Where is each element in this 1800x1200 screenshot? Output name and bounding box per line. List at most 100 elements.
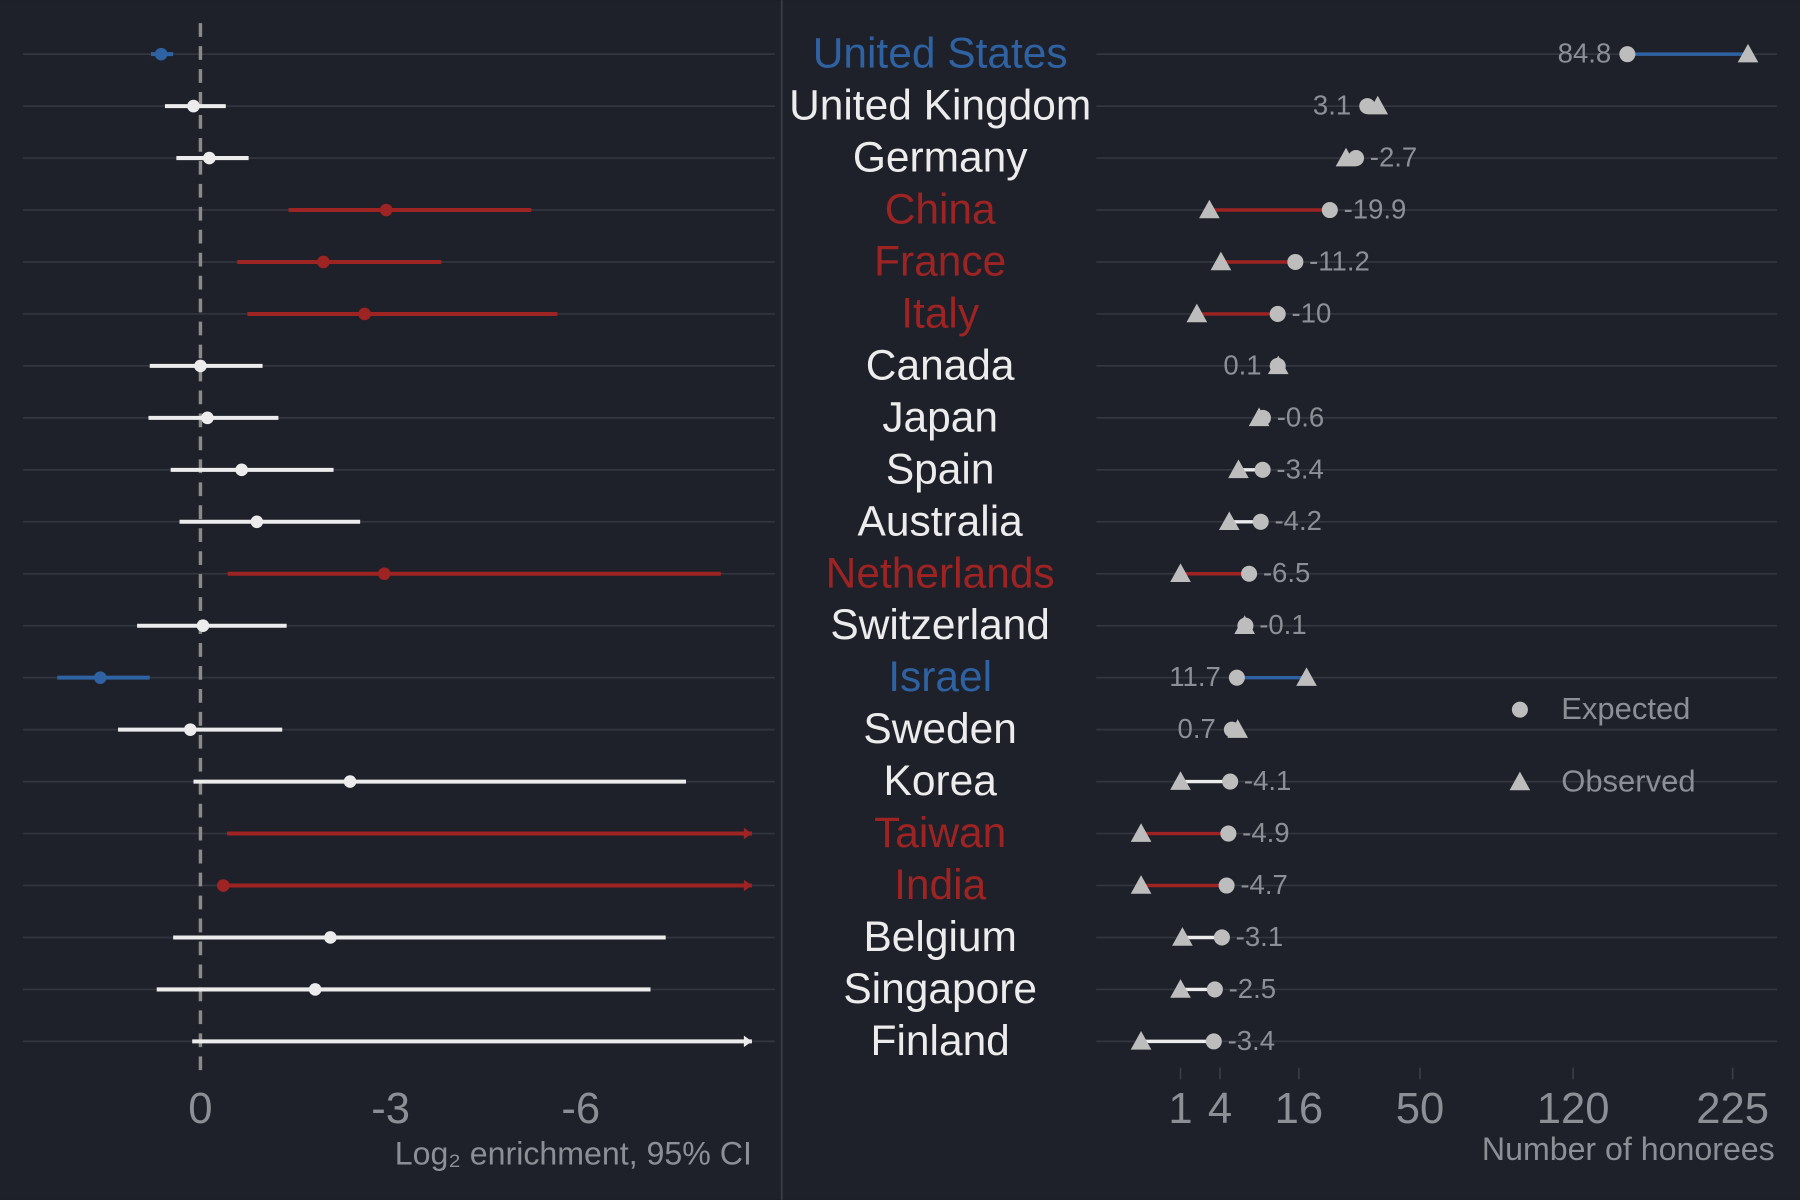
category-label: Sweden (863, 705, 1016, 752)
difference-label: -2.5 (1229, 973, 1276, 1004)
difference-label: -6.5 (1263, 557, 1310, 588)
observed-marker (1170, 563, 1191, 583)
difference-label: 3.1 (1313, 90, 1351, 121)
observed-marker (1130, 823, 1152, 842)
expected-marker (1213, 929, 1230, 946)
expected-marker (1321, 201, 1338, 219)
expected-marker (1269, 357, 1286, 374)
x-tick-label: 16 (1275, 1085, 1324, 1133)
difference-label: -2.7 (1370, 141, 1417, 172)
observed-marker (1218, 511, 1240, 531)
x-tick-label: 0 (188, 1085, 212, 1133)
category-label: Belgium (863, 913, 1016, 960)
observed-marker (1170, 979, 1191, 998)
difference-label: -3.1 (1236, 921, 1283, 952)
expected-marker (1619, 46, 1636, 63)
category-label: Switzerland (830, 601, 1050, 648)
observed-marker (1130, 875, 1152, 894)
observed-marker (1737, 43, 1759, 63)
x-tick-label: 225 (1696, 1085, 1769, 1133)
difference-label: 0.1 (1223, 349, 1261, 380)
estimate-point (235, 463, 248, 477)
estimate-point (317, 255, 330, 269)
category-label: China (885, 186, 996, 233)
estimate-point (250, 515, 264, 529)
observed-marker (1296, 667, 1317, 686)
difference-label: -4.2 (1274, 505, 1321, 536)
category-label: Finland (871, 1017, 1010, 1064)
x-tick-label: 50 (1396, 1085, 1445, 1133)
legend-marker (1511, 701, 1528, 718)
category-label: Italy (901, 289, 980, 336)
ci-arrow (743, 827, 752, 840)
ci-arrow (743, 1035, 752, 1048)
x-axis-title: Number of honorees (1482, 1131, 1775, 1167)
category-label: United Kingdom (789, 82, 1091, 129)
difference-label: -4.9 (1242, 817, 1289, 848)
legend-marker (1509, 771, 1531, 791)
expected-marker (1287, 253, 1304, 271)
category-label: Netherlands (826, 549, 1055, 596)
estimate-point (343, 775, 357, 788)
legend-label: Expected (1561, 691, 1690, 726)
estimate-point (379, 203, 393, 217)
category-label: United States (813, 30, 1068, 77)
expected-marker (1222, 773, 1239, 790)
estimate-point (154, 47, 168, 61)
legend-label: Observed (1561, 763, 1695, 798)
estimate-point (377, 567, 391, 581)
estimate-point (194, 359, 207, 373)
observed-marker (1199, 199, 1220, 219)
estimate-point (201, 411, 214, 425)
difference-label: -0.6 (1277, 401, 1324, 432)
difference-label: -4.1 (1244, 765, 1291, 796)
category-label: Singapore (843, 965, 1037, 1012)
estimate-point (203, 151, 216, 165)
category-label: Spain (886, 445, 995, 492)
difference-label: -11.2 (1309, 245, 1370, 276)
difference-label: 0.7 (1178, 713, 1216, 744)
category-label: Japan (882, 393, 998, 440)
difference-label: -3.4 (1228, 1025, 1275, 1056)
estimate-point (358, 307, 371, 321)
difference-label: -10 (1291, 297, 1331, 328)
expected-marker (1241, 565, 1258, 582)
estimate-point (183, 723, 197, 736)
x-tick-label: 120 (1537, 1085, 1610, 1133)
expected-marker (1206, 981, 1223, 998)
expected-marker (1254, 409, 1271, 426)
observed-marker (1130, 1031, 1152, 1050)
category-label: Korea (884, 757, 998, 804)
expected-marker (1254, 461, 1271, 478)
difference-label: 11.7 (1169, 661, 1221, 692)
expected-marker (1205, 1033, 1222, 1050)
expected-marker (1223, 721, 1240, 738)
category-label: Canada (866, 341, 1015, 388)
expected-marker (1269, 305, 1286, 322)
x-tick-label: -3 (371, 1085, 410, 1133)
difference-label: -0.1 (1259, 609, 1306, 640)
expected-marker (1220, 825, 1237, 842)
estimate-point (216, 879, 230, 892)
estimate-point (93, 671, 107, 684)
observed-marker (1172, 927, 1193, 946)
observed-marker (1186, 303, 1208, 323)
x-tick-label: 4 (1208, 1085, 1232, 1133)
expected-marker (1347, 150, 1365, 167)
observed-marker (1228, 459, 1249, 479)
x-tick-label: -6 (561, 1085, 600, 1133)
category-label: Taiwan (874, 809, 1006, 856)
estimate-point (324, 931, 337, 944)
category-label: Israel (888, 653, 992, 700)
difference-label: -4.7 (1240, 869, 1287, 900)
observed-marker (1170, 771, 1191, 790)
x-axis-title: Log₂ enrichment, 95% CI (395, 1136, 752, 1172)
expected-marker (1252, 513, 1269, 530)
expected-marker (1218, 877, 1235, 894)
category-label: Australia (858, 497, 1024, 544)
category-label: Germany (853, 134, 1028, 181)
estimate-point (187, 99, 200, 113)
